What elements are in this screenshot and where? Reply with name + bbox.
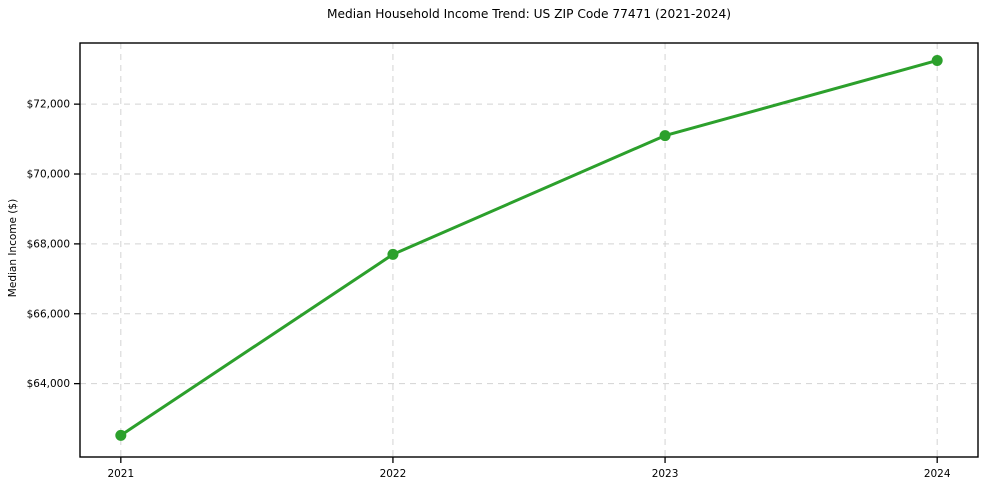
y-tick-label: $70,000 — [27, 169, 70, 181]
x-tick-label: 2023 — [652, 468, 679, 480]
x-tick-label: 2024 — [924, 468, 951, 480]
data-point — [387, 248, 399, 260]
x-tick-label: 2021 — [107, 468, 134, 480]
data-line — [119, 58, 939, 437]
plot-border — [79, 42, 979, 458]
y-tick-label: $66,000 — [27, 308, 70, 320]
y-tick-label: $72,000 — [27, 99, 70, 111]
y-tick-label: $68,000 — [27, 238, 70, 250]
data-point — [115, 429, 127, 441]
data-point — [659, 130, 671, 142]
y-tick-label: $64,000 — [27, 378, 70, 390]
data-point — [931, 54, 943, 66]
x-tick-label: 2022 — [380, 468, 407, 480]
chart-title: Median Household Income Trend: US ZIP Co… — [327, 7, 731, 21]
